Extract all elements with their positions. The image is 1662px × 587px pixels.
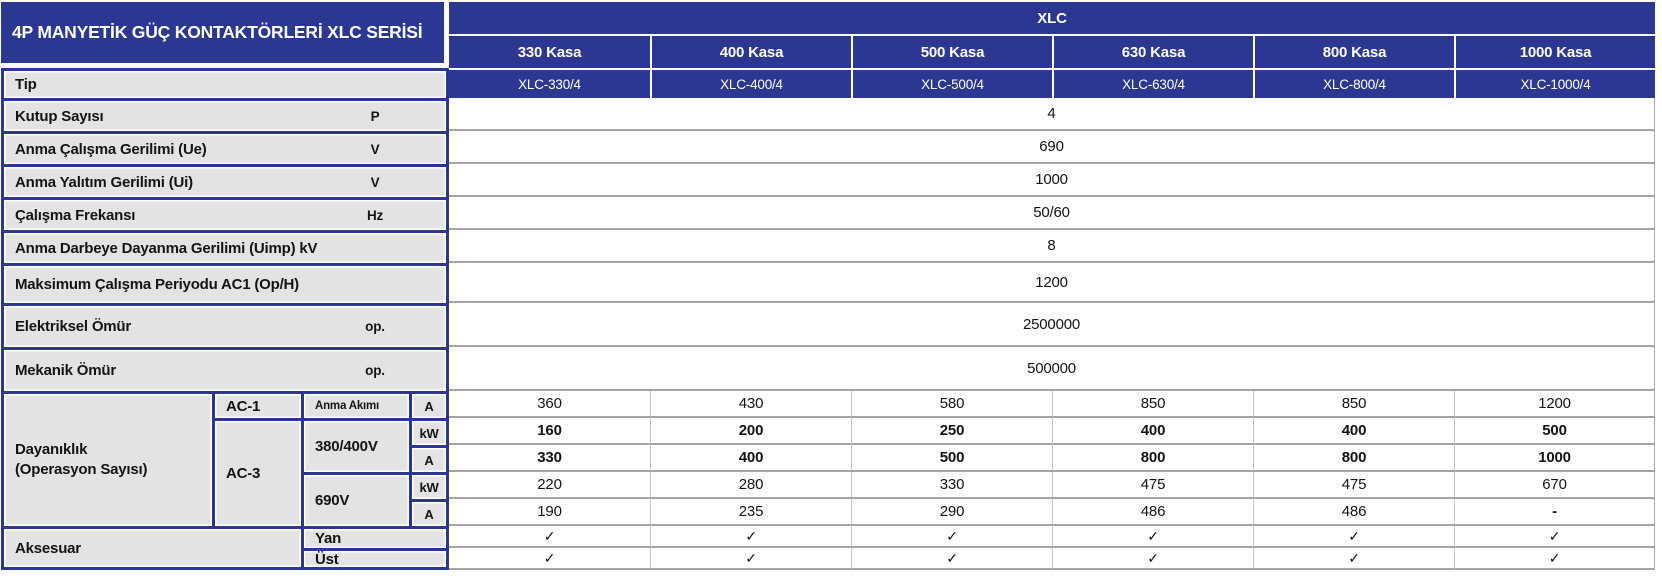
durability-value: 800 (1052, 445, 1253, 472)
durability-value: 220 (449, 472, 650, 499)
checkmark-icon: ✓ (1052, 548, 1253, 570)
col-header-330-kasa: 330 Kasa (449, 34, 650, 68)
durability-value: 670 (1454, 472, 1655, 499)
checkmark-icon: ✓ (1253, 548, 1454, 570)
durability-value: 280 (650, 472, 851, 499)
row-label-ac3: AC-3 (212, 418, 301, 526)
value-kutup-sayisi: 4 (449, 98, 1655, 131)
value-maksimum-calisma-periyodu: 1200 (449, 263, 1655, 303)
unit-380-a: A (409, 445, 449, 472)
durability-value: 486 (1253, 499, 1454, 526)
model-xlc-630-4: XLC-630/4 (1052, 68, 1253, 98)
row-label-anma-darbeye-dayanma: Anma Darbeye Dayanma Gerilimi (Uimp) kV (1, 230, 449, 263)
checkmark-icon: ✓ (650, 526, 851, 548)
col-header-500-kasa: 500 Kasa (851, 34, 1052, 68)
durability-value: 290 (851, 499, 1052, 526)
row-label-anma-calisma-gerilimi: Anma Çalışma Gerilimi (Ue) V (1, 131, 449, 164)
durability-value: 1000 (1454, 445, 1655, 472)
row-label-690v: 690V (301, 472, 409, 526)
durability-value: 400 (1052, 418, 1253, 445)
model-xlc-500-4: XLC-500/4 (851, 68, 1052, 98)
checkmark-icon: ✓ (449, 526, 650, 548)
row-label-ust: Üst (301, 548, 449, 570)
durability-value-dash: - (1454, 499, 1655, 526)
durability-value: 160 (449, 418, 650, 445)
page-title: 4P MANYETİK GÜÇ KONTAKTÖRLERİ XLC SERİSİ (1, 2, 449, 68)
series-header: XLC (449, 2, 1655, 34)
checkmark-icon: ✓ (1052, 526, 1253, 548)
value-anma-calisma-gerilimi: 690 (449, 131, 1655, 164)
row-label-anma-yalitim-gerilimi: Anma Yalıtım Gerilimi (Ui) V (1, 164, 449, 197)
row-label-ac1: AC-1 (212, 391, 301, 418)
durability-value: 500 (1454, 418, 1655, 445)
value-anma-yalitim-gerilimi: 1000 (449, 164, 1655, 197)
checkmark-icon: ✓ (1454, 526, 1655, 548)
value-elektriksel-omur: 2500000 (449, 303, 1655, 347)
col-header-800-kasa: 800 Kasa (1253, 34, 1454, 68)
unit-690-a: A (409, 499, 449, 526)
row-label-aksesuar: Aksesuar (1, 526, 301, 570)
durability-value: 400 (1253, 418, 1454, 445)
durability-value: 850 (1052, 391, 1253, 418)
spec-table: 4P MANYETİK GÜÇ KONTAKTÖRLERİ XLC SERİSİ… (1, 2, 1655, 570)
unit-ac1-a: A (409, 391, 449, 418)
checkmark-icon: ✓ (650, 548, 851, 570)
checkmark-icon: ✓ (1454, 548, 1655, 570)
durability-value: 850 (1253, 391, 1454, 418)
durability-value: 200 (650, 418, 851, 445)
durability-value: 190 (449, 499, 650, 526)
row-label-dayaniklik: Dayanıklık (Operasyon Sayısı) (1, 391, 212, 526)
model-xlc-1000-4: XLC-1000/4 (1454, 68, 1655, 98)
durability-value: 475 (1052, 472, 1253, 499)
col-header-400-kasa: 400 Kasa (650, 34, 851, 68)
checkmark-icon: ✓ (851, 548, 1052, 570)
unit-690-kw: kW (409, 472, 449, 499)
row-label-mekanik-omur: Mekanik Ömür op. (1, 347, 449, 391)
model-xlc-800-4: XLC-800/4 (1253, 68, 1454, 98)
unit-380-kw: kW (409, 418, 449, 445)
row-label-tip: Tip (1, 68, 449, 98)
row-label-380-400v: 380/400V (301, 418, 409, 472)
checkmark-icon: ✓ (449, 548, 650, 570)
row-label-elektriksel-omur: Elektriksel Ömür op. (1, 303, 449, 347)
durability-value: 500 (851, 445, 1052, 472)
durability-value: 330 (449, 445, 650, 472)
durability-value: 580 (851, 391, 1052, 418)
durability-value: 430 (650, 391, 851, 418)
durability-value: 1200 (1454, 391, 1655, 418)
row-label-calisma-frekansi: Çalışma Frekansı Hz (1, 197, 449, 230)
row-label-kutup-sayisi: Kutup Sayısı P (1, 98, 449, 131)
model-xlc-330-4: XLC-330/4 (449, 68, 650, 98)
value-calisma-frekansi: 50/60 (449, 197, 1655, 230)
durability-value: 330 (851, 472, 1052, 499)
durability-value: 235 (650, 499, 851, 526)
durability-value: 400 (650, 445, 851, 472)
model-xlc-400-4: XLC-400/4 (650, 68, 851, 98)
durability-value: 360 (449, 391, 650, 418)
row-label-anma-akimi: Anma Akımı (301, 391, 409, 418)
row-label-maksimum-calisma-periyodu: Maksimum Çalışma Periyodu AC1 (Op/H) (1, 263, 449, 303)
checkmark-icon: ✓ (851, 526, 1052, 548)
durability-value: 800 (1253, 445, 1454, 472)
value-mekanik-omur: 500000 (449, 347, 1655, 391)
durability-value: 250 (851, 418, 1052, 445)
durability-value: 475 (1253, 472, 1454, 499)
durability-value: 486 (1052, 499, 1253, 526)
col-header-630-kasa: 630 Kasa (1052, 34, 1253, 68)
checkmark-icon: ✓ (1253, 526, 1454, 548)
col-header-1000-kasa: 1000 Kasa (1454, 34, 1655, 68)
value-anma-darbeye-dayanma: 8 (449, 230, 1655, 263)
row-label-yan: Yan (301, 526, 449, 548)
